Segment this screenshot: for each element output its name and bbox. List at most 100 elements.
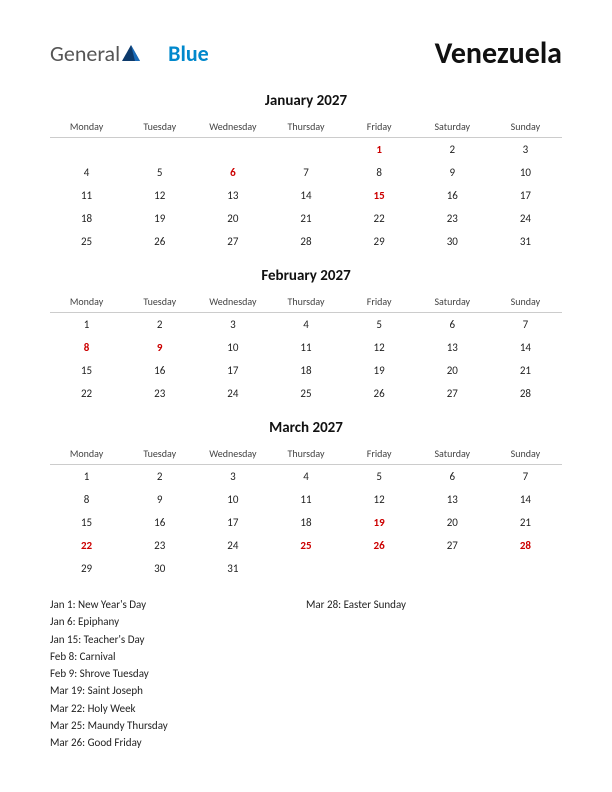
day-cell: 1	[50, 313, 123, 337]
calendar-table: MondayTuesdayWednesdayThursdayFridaySatu…	[50, 443, 562, 580]
day-cell: 9	[123, 488, 196, 511]
day-cell: 15	[50, 359, 123, 382]
day-cell: 27	[416, 534, 489, 557]
table-row: 123	[50, 138, 562, 162]
holidays-column-2: Mar 28: Easter Sunday	[306, 598, 562, 754]
day-cell: 21	[489, 359, 562, 382]
day-cell: 28	[269, 230, 342, 253]
day-cell: 10	[196, 488, 269, 511]
day-cell: 14	[269, 184, 342, 207]
calendar-month: March 2027 MondayTuesdayWednesdayThursday…	[50, 419, 562, 580]
weekday-header: Wednesday	[196, 116, 269, 138]
day-cell: 22	[343, 207, 416, 230]
day-cell: 9	[123, 336, 196, 359]
weekday-header: Saturday	[416, 116, 489, 138]
day-cell: 10	[196, 336, 269, 359]
holidays-column-1: Jan 1: New Year's Day Jan 6: Epiphany Jan …	[50, 598, 306, 754]
day-cell: 13	[416, 488, 489, 511]
day-cell: 1	[50, 465, 123, 489]
day-cell: 24	[196, 534, 269, 557]
day-cell: 28	[489, 382, 562, 405]
weekday-header: Thursday	[269, 443, 342, 465]
day-cell: 29	[50, 557, 123, 580]
day-cell: 30	[123, 557, 196, 580]
table-row: 15161718192021	[50, 511, 562, 534]
day-cell: 28	[489, 534, 562, 557]
day-cell: 29	[343, 230, 416, 253]
weekday-header: Monday	[50, 116, 123, 138]
day-cell: 7	[489, 465, 562, 489]
weekday-header: Friday	[343, 443, 416, 465]
calendar-month: January 2027MondayTuesdayWednesdayThursd…	[50, 92, 562, 253]
day-cell: 18	[269, 359, 342, 382]
day-cell: 26	[343, 534, 416, 557]
holiday-item: Mar 19: Saint Joseph	[50, 684, 306, 698]
table-row: 22232425262728	[50, 382, 562, 405]
day-cell: 27	[416, 382, 489, 405]
day-cell: 12	[343, 488, 416, 511]
day-cell: 30	[416, 230, 489, 253]
table-row: 15161718192021	[50, 359, 562, 382]
day-cell: 21	[269, 207, 342, 230]
weekday-header: Friday	[343, 116, 416, 138]
day-cell: 31	[489, 230, 562, 253]
day-cell	[269, 138, 342, 162]
day-cell: 20	[196, 207, 269, 230]
weekday-header: Tuesday	[123, 116, 196, 138]
table-row: 1234567	[50, 313, 562, 337]
weekday-header: Saturday	[416, 291, 489, 313]
day-cell	[123, 138, 196, 162]
day-cell: 13	[196, 184, 269, 207]
day-cell: 25	[269, 382, 342, 405]
day-cell: 16	[123, 359, 196, 382]
holiday-item: Jan 1: New Year's Day	[50, 598, 306, 612]
table-row: 11121314151617	[50, 184, 562, 207]
day-cell: 19	[343, 511, 416, 534]
weekday-header: Monday	[50, 443, 123, 465]
day-cell: 31	[196, 557, 269, 580]
weekday-header: Wednesday	[196, 443, 269, 465]
day-cell: 6	[196, 161, 269, 184]
day-cell: 19	[123, 207, 196, 230]
weekday-header: Tuesday	[123, 443, 196, 465]
day-cell: 15	[50, 511, 123, 534]
holiday-item: Mar 28: Easter Sunday	[306, 598, 562, 612]
day-cell	[196, 138, 269, 162]
weekday-header: Tuesday	[123, 291, 196, 313]
calendar-month: February 2027 MondayTuesdayWednesdayThurs…	[50, 267, 562, 405]
day-cell: 14	[489, 488, 562, 511]
day-cell: 6	[416, 313, 489, 337]
day-cell	[50, 138, 123, 162]
month-title: February 2027	[50, 267, 562, 285]
day-cell: 9	[416, 161, 489, 184]
weekday-header: Sunday	[489, 443, 562, 465]
day-cell	[416, 557, 489, 580]
weekday-header: Wednesday	[196, 291, 269, 313]
day-cell: 23	[123, 382, 196, 405]
table-row: 45678910	[50, 161, 562, 184]
month-title: March 2027	[50, 419, 562, 437]
day-cell: 6	[416, 465, 489, 489]
holiday-item: Jan 15: Teacher's Day	[50, 633, 306, 647]
holiday-item: Mar 22: Holy Week	[50, 702, 306, 716]
day-cell: 25	[50, 230, 123, 253]
day-cell: 26	[123, 230, 196, 253]
holiday-item: Mar 25: Maundy Thursday	[50, 719, 306, 733]
country-title: Venezuela	[435, 35, 562, 72]
day-cell: 18	[50, 207, 123, 230]
day-cell: 2	[416, 138, 489, 162]
table-row: 22232425262728	[50, 534, 562, 557]
day-cell: 13	[416, 336, 489, 359]
day-cell: 24	[489, 207, 562, 230]
calendar-table: MondayTuesdayWednesdayThursdayFridaySatu…	[50, 291, 562, 405]
table-row: 891011121314	[50, 336, 562, 359]
logo-triangle-icon	[122, 40, 140, 67]
header: General Blue Venezuela	[50, 35, 562, 72]
day-cell: 20	[416, 511, 489, 534]
weekday-header: Thursday	[269, 116, 342, 138]
holiday-item: Jan 6: Epiphany	[50, 615, 306, 629]
day-cell: 5	[343, 465, 416, 489]
day-cell: 25	[269, 534, 342, 557]
day-cell: 8	[343, 161, 416, 184]
day-cell: 24	[196, 382, 269, 405]
